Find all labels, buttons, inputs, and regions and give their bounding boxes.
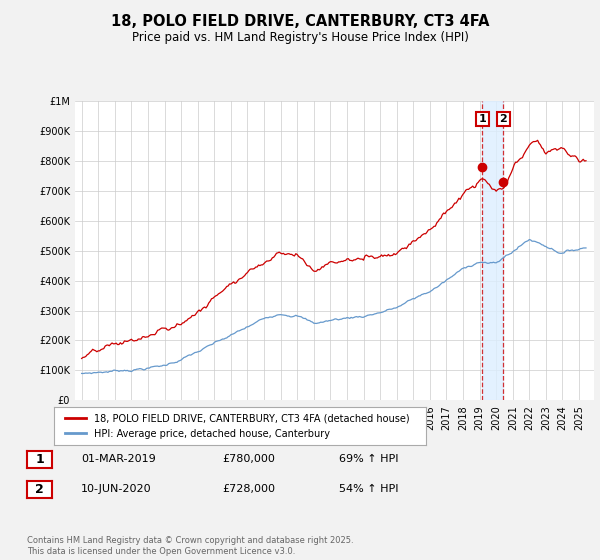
Text: Price paid vs. HM Land Registry's House Price Index (HPI): Price paid vs. HM Land Registry's House …	[131, 31, 469, 44]
Text: Contains HM Land Registry data © Crown copyright and database right 2025.
This d: Contains HM Land Registry data © Crown c…	[27, 536, 353, 556]
Text: 10-JUN-2020: 10-JUN-2020	[81, 484, 152, 494]
Text: 18, POLO FIELD DRIVE, CANTERBURY, CT3 4FA: 18, POLO FIELD DRIVE, CANTERBURY, CT3 4F…	[111, 14, 489, 29]
Text: 69% ↑ HPI: 69% ↑ HPI	[339, 454, 398, 464]
Bar	[482, 101, 503, 400]
Text: 1: 1	[35, 452, 44, 466]
Text: 2: 2	[35, 483, 44, 496]
Text: £728,000: £728,000	[222, 484, 275, 494]
Text: 1: 1	[479, 114, 486, 124]
Text: £780,000: £780,000	[222, 454, 275, 464]
Text: 2: 2	[500, 114, 508, 124]
Legend: 18, POLO FIELD DRIVE, CANTERBURY, CT3 4FA (detached house), HPI: Average price, : 18, POLO FIELD DRIVE, CANTERBURY, CT3 4F…	[59, 408, 415, 445]
Text: 54% ↑ HPI: 54% ↑ HPI	[339, 484, 398, 494]
Text: 01-MAR-2019: 01-MAR-2019	[81, 454, 156, 464]
